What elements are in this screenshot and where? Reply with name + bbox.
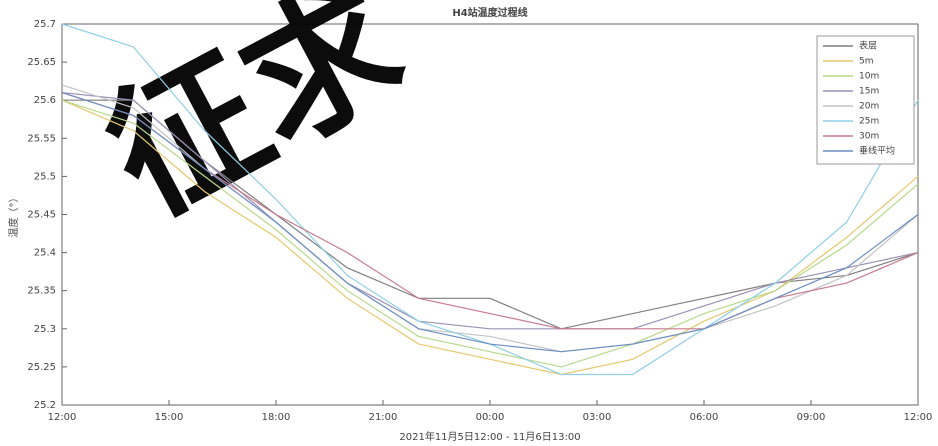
y-axis-label: 温度（°） <box>7 193 20 238</box>
legend-label: 25m <box>859 117 879 127</box>
x-tick-label: 09:00 <box>797 412 826 423</box>
legend-label: 垂线平均 <box>859 145 895 157</box>
legend-label: 表层 <box>859 40 877 52</box>
x-tick-label: 21:00 <box>369 412 398 423</box>
y-tick-label: 25.65 <box>27 57 56 68</box>
y-tick-label: 25.5 <box>34 171 56 182</box>
y-tick-label: 25.4 <box>34 248 56 259</box>
legend-box <box>816 35 915 165</box>
y-tick-label: 25.25 <box>27 362 56 373</box>
y-tick-label: 25.2 <box>34 400 56 411</box>
x-tick-label: 06:00 <box>690 412 719 423</box>
x-tick-label: 15:00 <box>155 412 184 423</box>
y-tick-label: 25.3 <box>34 324 56 335</box>
x-tick-label: 00:00 <box>476 412 505 423</box>
y-tick-label: 25.35 <box>27 286 56 297</box>
legend-label: 30m <box>859 132 879 142</box>
legend-label: 10m <box>859 72 879 82</box>
legend-label: 20m <box>859 102 879 112</box>
y-tick-label: 25.45 <box>27 210 56 221</box>
series-line <box>61 92 919 353</box>
legend-label: 5m <box>859 57 874 67</box>
x-axis-label: 2021年11月5日12:00 - 11月6日13:00 <box>399 430 580 443</box>
x-tick-label: 18:00 <box>262 412 291 423</box>
legend-label: 15m <box>859 87 879 97</box>
x-tick-label: 12:00 <box>904 412 933 423</box>
x-tick-label: 12:00 <box>48 412 77 423</box>
chart-title: H4站温度过程线 <box>452 6 527 19</box>
series-line <box>61 99 919 368</box>
y-tick-label: 25.6 <box>34 95 56 106</box>
y-tick-label: 25.7 <box>34 19 56 30</box>
y-tick-label: 25.55 <box>27 133 56 144</box>
x-tick-label: 03:00 <box>583 412 612 423</box>
